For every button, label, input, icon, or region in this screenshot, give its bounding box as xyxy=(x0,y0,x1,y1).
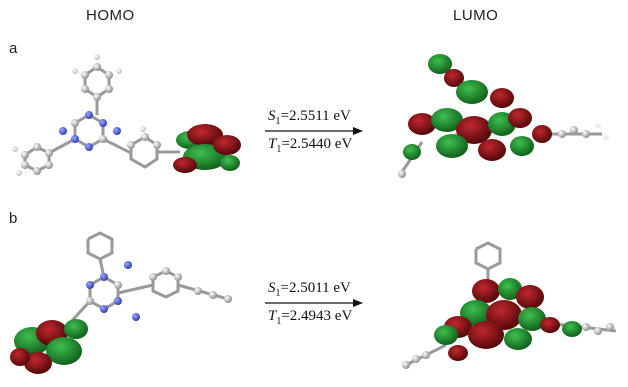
panel-a-t1-energy: T1=2.5440 eV xyxy=(268,136,352,155)
panel-a-homo-molecule xyxy=(12,54,241,176)
t1-subscript: 1 xyxy=(276,144,282,155)
t1-symbol: T xyxy=(268,308,277,324)
s1-subscript: 1 xyxy=(275,116,281,127)
s1-subscript: 1 xyxy=(275,288,281,299)
panel-a-arrow xyxy=(265,127,363,135)
s1-value: =2.5511 eV xyxy=(280,108,351,124)
panel-a-lumo-molecule xyxy=(398,54,609,178)
t1-value: =2.5440 eV xyxy=(281,136,353,152)
s1-symbol: S xyxy=(268,280,276,296)
panel-b-s1-energy: S1=2.5011 eV xyxy=(268,280,351,299)
panel-a-label: a xyxy=(9,40,18,57)
lumo-header: LUMO xyxy=(453,7,499,24)
panel-b-lumo-molecule xyxy=(402,241,617,369)
panel-a-s1-energy: S1=2.5511 eV xyxy=(268,108,351,127)
t1-symbol: T xyxy=(268,136,277,152)
homo-header: HOMO xyxy=(86,7,135,24)
panel-b-label: b xyxy=(9,210,18,227)
t1-value: =2.4943 eV xyxy=(281,308,353,324)
panel-b-homo-molecule xyxy=(10,231,232,374)
s1-value: =2.5011 eV xyxy=(280,280,351,296)
s1-symbol: S xyxy=(268,108,276,124)
panel-b-t1-energy: T1=2.4943 eV xyxy=(268,308,352,327)
t1-subscript: 1 xyxy=(276,316,282,327)
panel-b-arrow xyxy=(265,299,363,307)
